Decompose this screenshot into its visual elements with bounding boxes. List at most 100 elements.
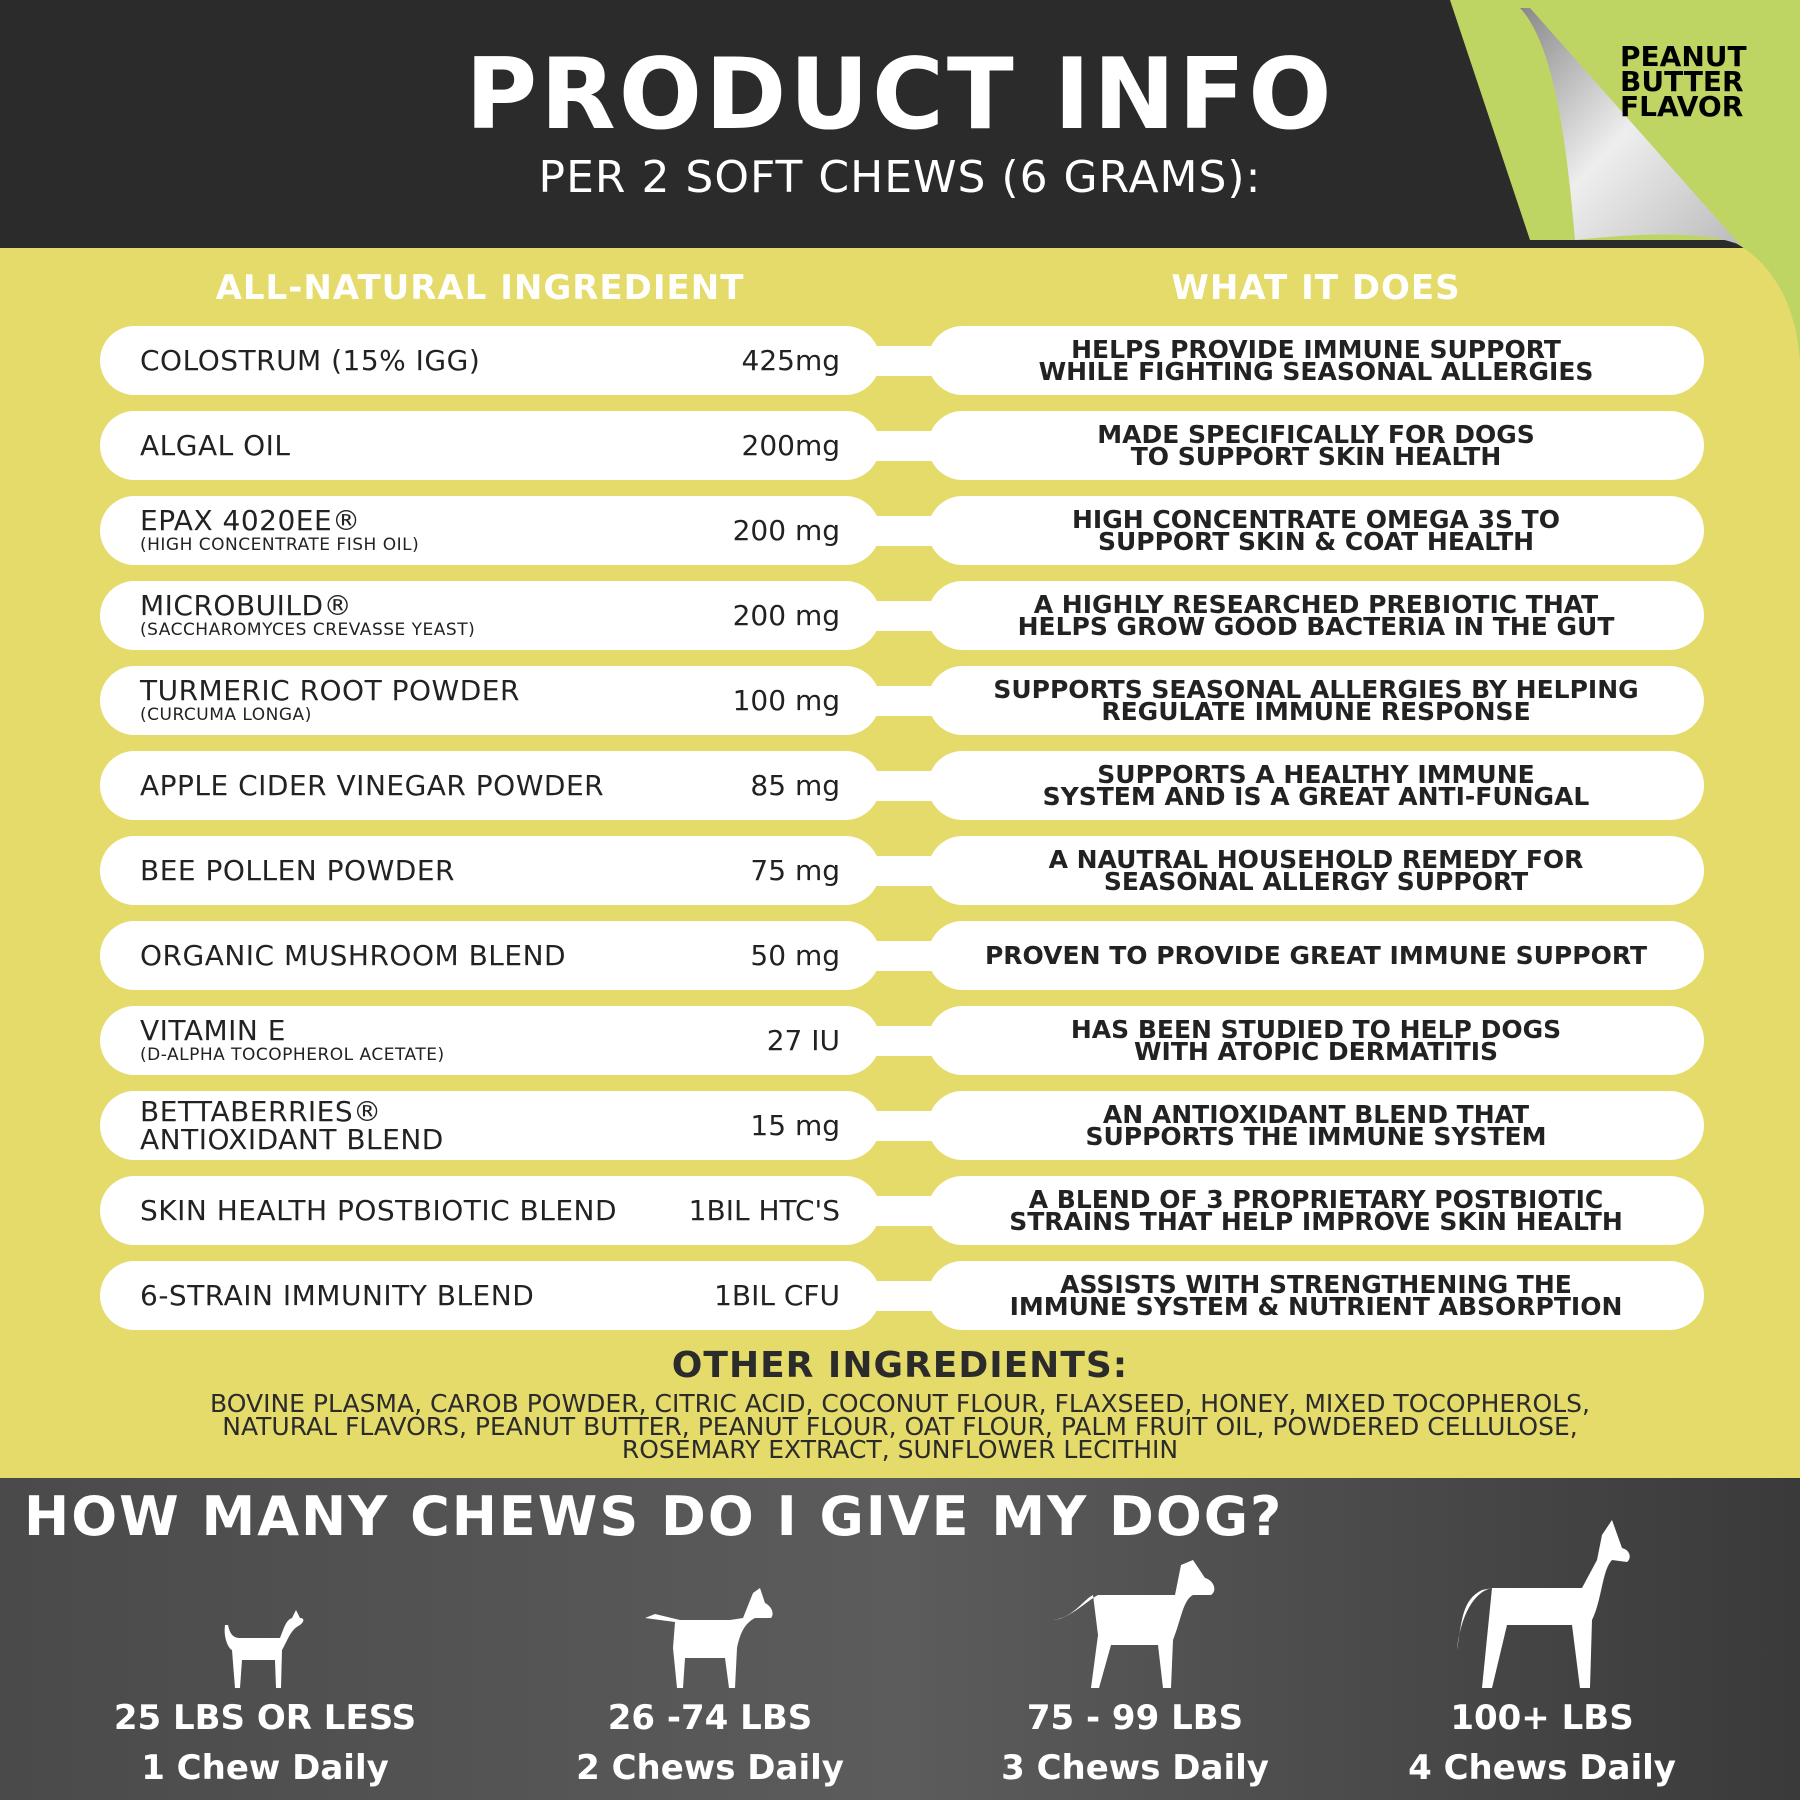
ingredient-benefit: HELPS PROVIDE IMMUNE SUPPORT WHILE FIGHTI… [928,326,1704,395]
ingredient-benefit: MADE SPECIFICALLY FOR DOGS TO SUPPORT SKI… [928,411,1704,480]
ingredient-benefit: PROVEN TO PROVIDE GREAT IMMUNE SUPPORT [928,921,1704,990]
benefit-line: HIGH CONCENTRATE OMEGA 3S TO [1072,504,1560,534]
ingredient-amount: 75 mg [750,854,840,887]
ingredient-row: BETTABERRIES® ANTIOXIDANT BLEND 15 mg [100,1091,880,1160]
ingredient-benefit: SUPPORTS SEASONAL ALLERGIES BY HELPING RE… [928,666,1704,735]
ingredient-name: BETTABERRIES® ANTIOXIDANT BLEND [140,1094,750,1156]
ingredient-row: ORGANIC MUSHROOM BLEND 50 mg [100,921,880,990]
ingredient-column-header: ALL-NATURAL INGREDIENT [215,268,745,308]
ingredient-title: ALGAL OIL [140,428,291,462]
ingredient-title: MICROBUILD® [140,588,353,622]
other-ingredients-title: OTHER INGREDIENTS: [671,1345,1129,1386]
ingredient-row: APPLE CIDER VINEGAR POWDER 85 mg [100,751,880,820]
page-subtitle: PER 2 SOFT CHEWS (6 GRAMS): [538,152,1262,203]
ingredient-title: SKIN HEALTH POSTBIOTIC BLEND [140,1193,618,1227]
ingredient-amount: 200 mg [732,514,840,547]
ingredient-title: BEE POLLEN POWDER [140,853,455,887]
benefit-line: STRAINS THAT HELP IMPROVE SKIN HEALTH [1009,1206,1623,1236]
ingredient-subtitle: (D-ALPHA TOCOPHEROL ACETATE) [140,1044,445,1065]
benefit-line: SUPPORTS THE IMMUNE SYSTEM [1085,1121,1547,1151]
ingredient-benefit: AN ANTIOXIDANT BLEND THAT SUPPORTS THE IM… [928,1091,1704,1160]
benefit-line: SYSTEM AND IS A GREAT ANTI-FUNGAL [1042,781,1590,811]
chew-count: 2 Chews Daily [576,1748,844,1788]
benefit-line: WITH ATOPIC DERMATITIS [1133,1036,1498,1066]
ingredient-benefit: SUPPORTS A HEALTHY IMMUNE SYSTEM AND IS A… [928,751,1704,820]
ingredient-name: MICROBUILD® (SACCHAROMYCES CREVASSE YEAST… [140,588,733,640]
ingredient-title: APPLE CIDER VINEGAR POWDER [140,768,605,802]
ingredient-row: 6-STRAIN IMMUNITY BLEND 1BIL CFU [100,1261,880,1330]
benefit-line: ASSISTS WITH STRENGTHENING THE [1060,1269,1572,1299]
ingredient-name: ALGAL OIL [140,428,742,462]
weight-range: 25 LBS OR LESS [113,1698,417,1738]
ingredient-benefit: A BLEND OF 3 PROPRIETARY POSTBIOTIC STRAI… [928,1176,1704,1245]
other-line: BOVINE PLASMA, CAROB POWDER, CITRIC ACID… [210,1389,1590,1418]
benefit-line: HELPS PROVIDE IMMUNE SUPPORT [1071,334,1561,364]
ingredient-title: VITAMIN E [140,1013,286,1047]
ingredient-row: TURMERIC ROOT POWDER (CURCUMA LONGA) 100 m… [100,666,880,735]
ingredient-subtitle: (HIGH CONCENTRATE FISH OIL) [140,534,420,555]
ingredient-benefit: A HIGHLY RESEARCHED PREBIOTIC THAT HELPS … [928,581,1704,650]
benefit-line: MADE SPECIFICALLY FOR DOGS [1097,419,1535,449]
weight-range: 100+ LBS [1450,1698,1634,1738]
benefit-line: AN ANTIOXIDANT BLEND THAT [1102,1099,1530,1129]
ingredient-row: MICROBUILD® (SACCHAROMYCES CREVASSE YEAST… [100,581,880,650]
ingredient-name: 6-STRAIN IMMUNITY BLEND [140,1281,714,1310]
ingredient-row: EPAX 4020EE® (HIGH CONCENTRATE FISH OIL) 2… [100,496,880,565]
benefit-line: A HIGHLY RESEARCHED PREBIOTIC THAT [1033,589,1599,619]
weight-range: 75 - 99 LBS [1026,1698,1244,1738]
function-column-header: WHAT IT DOES [1171,268,1461,308]
ingredient-name: TURMERIC ROOT POWDER (CURCUMA LONGA) [140,673,733,725]
ingredient-title: ORGANIC MUSHROOM BLEND [140,938,567,972]
dosing-item: 25 LBS OR LESS 1 Chew Daily [65,1610,465,1788]
ingredient-amount: 15 mg [750,1109,840,1142]
ingredient-amount: 27 IU [766,1024,840,1057]
ingredient-name: SKIN HEALTH POSTBIOTIC BLEND [140,1193,689,1227]
ingredient-title: TURMERIC ROOT POWDER [140,673,520,707]
ingredient-amount: 425mg [741,344,841,377]
benefit-line: A BLEND OF 3 PROPRIETARY POSTBIOTIC [1028,1184,1604,1214]
ingredient-row: COLOSTRUM (15% IGG) 425mg [100,326,880,395]
dosing-title: HOW MANY CHEWS DO I GIVE MY DOG? [24,1485,1284,1548]
ingredient-amount: 100 mg [732,684,840,717]
ingredient-name: APPLE CIDER VINEGAR POWDER [140,768,750,802]
ingredient-name: BEE POLLEN POWDER [140,853,750,887]
ingredient-title: EPAX 4020EE® [140,503,361,537]
flavor-line: BUTTER [1620,65,1744,98]
ingredient-name: COLOSTRUM (15% IGG) [140,343,742,377]
other-line: ROSEMARY EXTRACT, SUNFLOWER LECITHIN [621,1435,1179,1464]
benefit-line: REGULATE IMMUNE RESPONSE [1101,696,1531,726]
flavor-line: FLAVOR [1620,90,1744,123]
benefit-line: SUPPORT SKIN & COAT HEALTH [1097,526,1535,556]
page-title: PRODUCT INFO [465,38,1335,152]
ingredient-title: BETTABERRIES® [140,1094,382,1128]
ingredient-title: COLOSTRUM (15% IGG) [140,343,481,377]
large-dog-icon [1052,1560,1214,1688]
ingredient-subtitle: (CURCUMA LONGA) [140,704,312,725]
benefit-line: HELPS GROW GOOD BACTERIA IN THE GUT [1017,611,1615,641]
flavor-line: PEANUT [1620,40,1747,73]
great-dane-icon [1457,1520,1630,1688]
ingredient-amount: 1BIL HTC'S [688,1194,840,1227]
benefit-line: WHILE FIGHTING SEASONAL ALLERGIES [1038,356,1594,386]
chew-count: 4 Chews Daily [1408,1748,1676,1788]
dosing-item: 75 - 99 LBS 3 Chews Daily [935,1560,1335,1788]
chew-count: 1 Chew Daily [141,1748,389,1788]
ingredient-row: BEE POLLEN POWDER 75 mg [100,836,880,905]
small-dog-icon [224,1610,304,1688]
ingredient-amount: 50 mg [750,939,840,972]
weight-range: 26 -74 LBS [607,1698,813,1738]
other-ingredients-list: BOVINE PLASMA, CAROB POWDER, CITRIC ACID… [100,1389,1700,1464]
ingredient-title-line2: ANTIOXIDANT BLEND [140,1122,444,1156]
ingredient-amount: 200 mg [732,599,840,632]
ingredient-name: VITAMIN E (D-ALPHA TOCOPHEROL ACETATE) [140,1013,767,1065]
dosing-item: 100+ LBS 4 Chews Daily [1342,1520,1742,1788]
ingredient-row: SKIN HEALTH POSTBIOTIC BLEND 1BIL HTC'S [100,1176,880,1245]
benefit-line: HAS BEEN STUDIED TO HELP DOGS [1070,1014,1562,1044]
ingredient-benefit: ASSISTS WITH STRENGTHENING THE IMMUNE SYS… [928,1261,1704,1330]
ingredient-subtitle: (SACCHAROMYCES CREVASSE YEAST) [140,619,476,640]
benefit-line: TO SUPPORT SKIN HEALTH [1130,441,1502,471]
benefit-line: IMMUNE SYSTEM & NUTRIENT ABSORPTION [1009,1291,1623,1321]
medium-dog-icon [645,1588,773,1688]
ingredient-name: ORGANIC MUSHROOM BLEND [140,938,750,972]
ingredient-row: VITAMIN E (D-ALPHA TOCOPHEROL ACETATE) 27 … [100,1006,880,1075]
